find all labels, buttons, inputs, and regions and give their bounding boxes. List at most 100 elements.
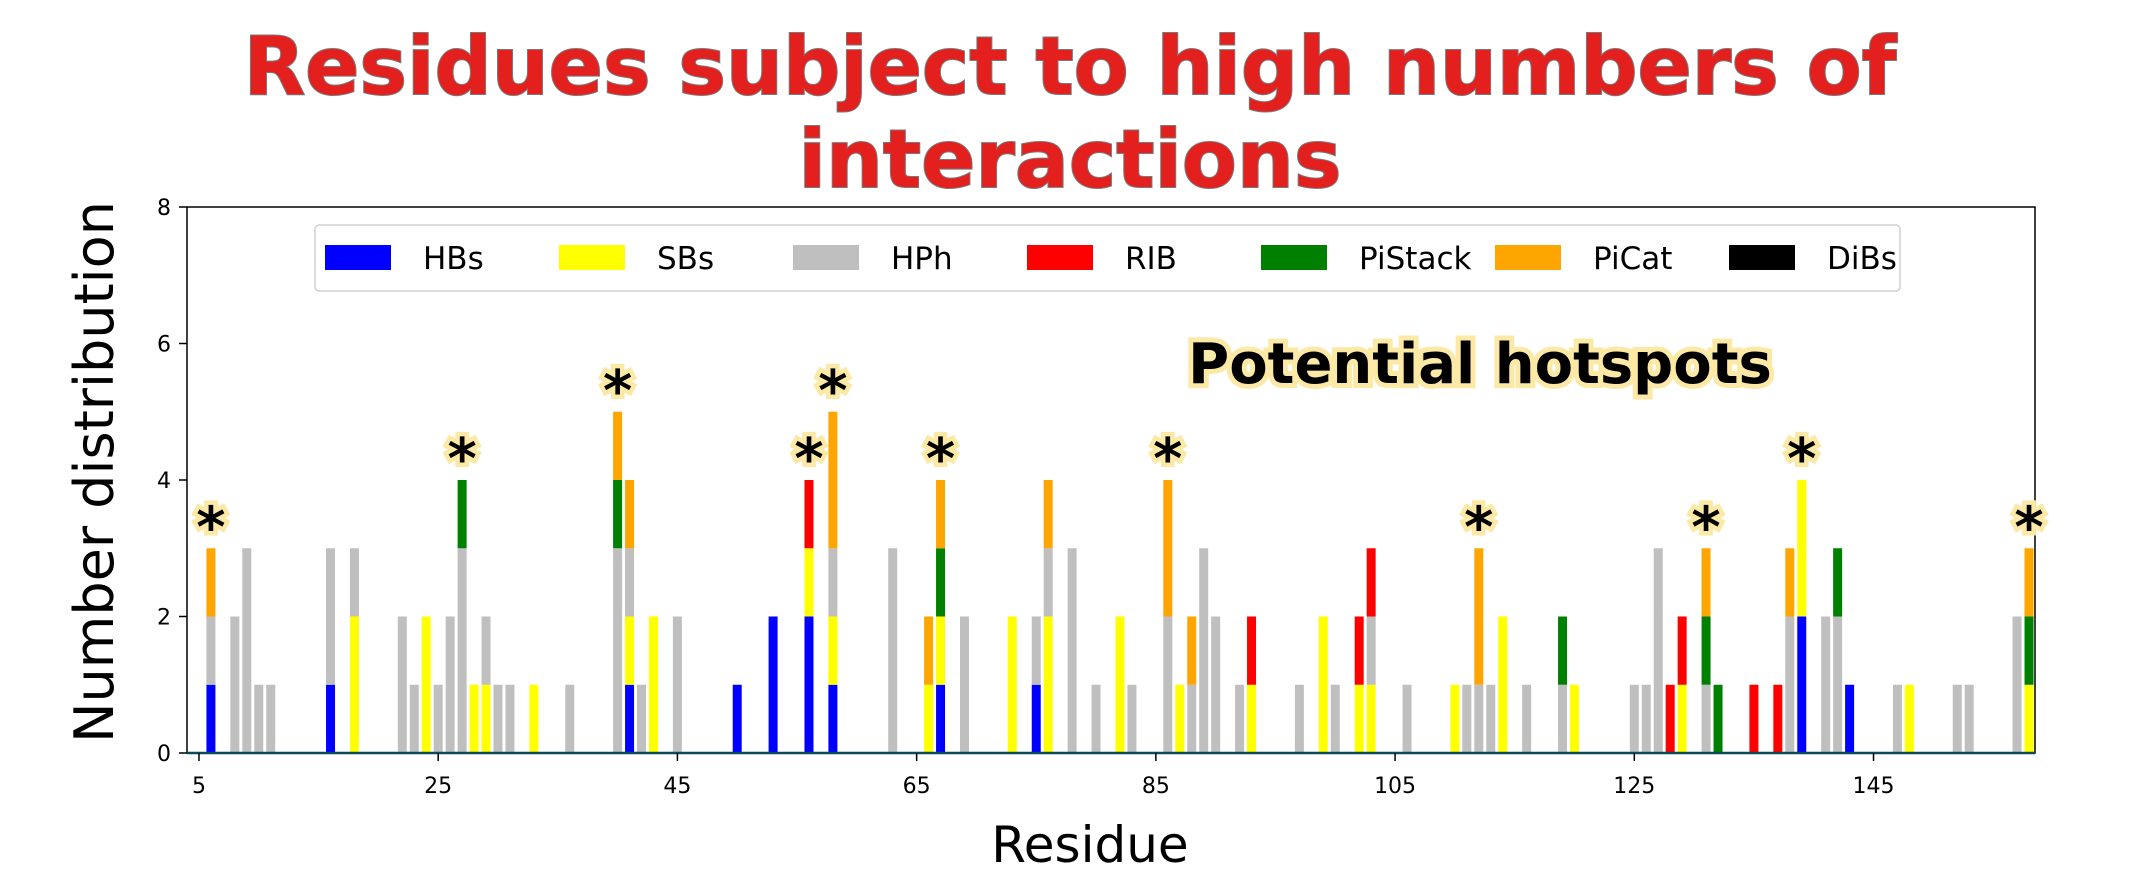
x-tick-label: 105 xyxy=(1374,774,1416,799)
bar-segment-hph-22 xyxy=(397,616,407,753)
bar-segment-hph-131 xyxy=(1701,684,1711,753)
bar-segment-hbs-56 xyxy=(804,616,814,753)
bar-segment-sbs-73 xyxy=(1007,616,1017,753)
bar-segment-hph-126 xyxy=(1641,684,1651,753)
hotspot-star-86: * xyxy=(1153,427,1182,492)
bar-segment-picat-131 xyxy=(1701,548,1711,617)
bar-segment-hph-6 xyxy=(206,616,216,685)
hotspot-star-131: * xyxy=(1691,495,1720,560)
bars xyxy=(206,411,2034,753)
bar-segment-pistack-40 xyxy=(613,480,623,549)
bar-segment-picat-58 xyxy=(828,411,838,549)
x-axis-title: Residue xyxy=(991,816,1188,874)
x-tick-label: 125 xyxy=(1613,774,1655,799)
bar-segment-picat-40 xyxy=(613,411,623,480)
bar-segment-hph-26 xyxy=(445,616,455,753)
bar-segment-hbs-6 xyxy=(206,684,216,753)
bar-segment-hph-27 xyxy=(457,548,467,753)
bar-segment-pistack-158 xyxy=(2024,616,2034,685)
bar-segment-hph-113 xyxy=(1486,684,1496,753)
bar-segment-rib-128 xyxy=(1665,684,1675,753)
bar-segment-sbs-24 xyxy=(421,616,431,753)
bar-segment-hph-142 xyxy=(1833,616,1843,753)
bar-segment-hph-92 xyxy=(1235,684,1245,753)
bar-segment-sbs-110 xyxy=(1450,684,1460,753)
bar-segment-hph-8 xyxy=(230,616,240,753)
bar-segment-picat-138 xyxy=(1785,548,1795,617)
bar-segment-hbs-67 xyxy=(936,684,946,753)
bar-segment-hph-58 xyxy=(828,548,838,617)
bar-segment-hph-41 xyxy=(625,548,635,617)
bar-segment-hph-125 xyxy=(1629,684,1639,753)
hotspot-star-67: * xyxy=(926,427,955,492)
bar-segment-rib-103 xyxy=(1366,548,1376,617)
bar-segment-picat-158 xyxy=(2024,548,2034,617)
bar-segment-picat-88 xyxy=(1187,616,1197,685)
bar-segment-sbs-87 xyxy=(1175,684,1185,753)
legend: HBs SBs HPh RIB PiStack PiCat DiBs xyxy=(314,224,1901,292)
x-tick-label: 45 xyxy=(663,774,691,799)
bar-segment-hbs-143 xyxy=(1845,684,1855,753)
legend-swatch-hph xyxy=(793,245,859,270)
bar-segment-hph-147 xyxy=(1892,684,1902,753)
bar-segment-picat-76 xyxy=(1043,480,1053,549)
bar-segment-sbs-18 xyxy=(349,616,359,753)
bar-segment-sbs-29 xyxy=(481,684,491,753)
bar-segment-pistack-119 xyxy=(1558,616,1568,685)
bar-segment-hph-152 xyxy=(1952,684,1962,753)
bar-segment-picat-112 xyxy=(1474,548,1484,685)
legend-label-hbs: HBs xyxy=(423,241,484,277)
legend-label-rib: RIB xyxy=(1125,241,1177,277)
bar-segment-hph-78 xyxy=(1067,548,1077,753)
legend-swatch-hbs xyxy=(325,245,391,270)
bar-segment-hbs-58 xyxy=(828,684,838,753)
bar-segment-sbs-103 xyxy=(1366,684,1376,753)
bar-segment-hph-88 xyxy=(1187,684,1197,753)
hotspot-markers: ****** ** *** xyxy=(192,354,2048,565)
bar-segment-hph-153 xyxy=(1964,684,1974,753)
legend-label-hph: HPh xyxy=(891,241,953,277)
bar-segment-sbs-120 xyxy=(1569,684,1579,753)
bar-segment-hph-116 xyxy=(1522,684,1532,753)
annotation-potential-hotspots: Potential hotspots xyxy=(1188,332,1772,397)
bar-segment-sbs-102 xyxy=(1354,684,1364,753)
bar-segment-hph-119 xyxy=(1558,684,1568,753)
legend-swatch-pistack xyxy=(1261,245,1327,270)
bar-segment-hph-25 xyxy=(433,684,443,753)
bar-segment-picat-67 xyxy=(936,480,946,549)
bar-segment-rib-137 xyxy=(1773,684,1783,753)
hotspot-star-139: * xyxy=(1787,427,1816,492)
bar-segment-sbs-158 xyxy=(2024,684,2034,753)
bar-segment-hph-90 xyxy=(1211,616,1221,753)
bar-segment-hbs-16 xyxy=(326,684,336,753)
plot-frame xyxy=(186,206,2036,754)
bar-segment-picat-86 xyxy=(1163,480,1173,617)
bar-segment-rib-102 xyxy=(1354,616,1364,685)
bar-segment-hph-106 xyxy=(1402,684,1412,753)
bar-segment-hph-111 xyxy=(1462,684,1472,753)
bar-segment-pistack-132 xyxy=(1713,684,1723,753)
x-tick-label: 145 xyxy=(1853,774,1895,799)
bar-segment-pistack-142 xyxy=(1833,548,1843,617)
y-tick-label: 8 xyxy=(157,196,171,221)
chart-title: Residues subject to high numbers of inte… xyxy=(243,19,1898,207)
bar-segment-sbs-99 xyxy=(1318,616,1328,753)
bar-segment-hph-16 xyxy=(326,548,336,685)
bar-segment-hph-100 xyxy=(1330,684,1340,753)
bar-segment-hph-10 xyxy=(254,684,264,753)
bar-segment-sbs-76 xyxy=(1043,616,1053,753)
legend-label-pistack: PiStack xyxy=(1359,241,1471,277)
bar-segment-hbs-75 xyxy=(1031,684,1041,753)
bar-segment-rib-56 xyxy=(804,480,814,549)
bar-segment-sbs-139 xyxy=(1797,480,1807,617)
x-tick-label: 25 xyxy=(424,774,452,799)
bar-segment-sbs-67 xyxy=(936,616,946,685)
bar-segment-hph-29 xyxy=(481,616,491,685)
y-tick-label: 2 xyxy=(157,606,171,631)
bar-segment-hph-86 xyxy=(1163,616,1173,753)
bar-segment-sbs-33 xyxy=(529,684,539,753)
hotspot-star-40: * xyxy=(603,359,632,424)
hotspot-star-27: * xyxy=(447,427,476,492)
bar-segment-sbs-41 xyxy=(625,616,635,685)
